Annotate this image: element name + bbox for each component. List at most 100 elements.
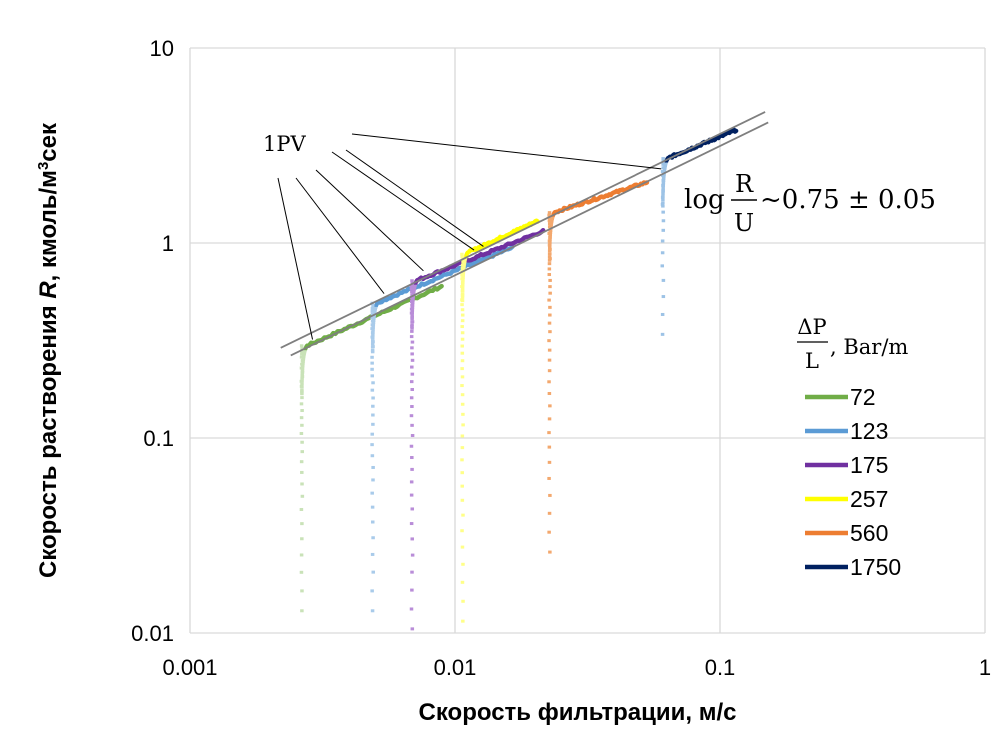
data-point xyxy=(371,323,376,327)
data-point xyxy=(410,434,415,438)
data-point xyxy=(661,189,665,193)
data-point xyxy=(460,337,465,341)
data-point xyxy=(409,522,414,526)
y-tick-label: 10 xyxy=(150,36,174,61)
data-point xyxy=(410,279,414,283)
data-point xyxy=(547,339,551,343)
data-point xyxy=(410,404,414,408)
data-point xyxy=(300,349,304,353)
data-point xyxy=(300,382,304,386)
data-point xyxy=(660,312,665,316)
data-point xyxy=(548,330,552,334)
data-point xyxy=(370,361,374,365)
data-point xyxy=(299,460,304,464)
data-point xyxy=(460,286,465,290)
data-point xyxy=(371,304,375,308)
legend-title-numerator: ΔP xyxy=(797,315,826,339)
y-tick-label: 0.01 xyxy=(131,621,174,646)
data-point xyxy=(370,443,374,447)
data-point xyxy=(549,224,553,228)
data-point xyxy=(370,348,375,352)
data-point xyxy=(409,414,414,418)
data-point xyxy=(460,295,465,299)
x-tick-label: 0.001 xyxy=(162,655,217,680)
annotation-pointer xyxy=(345,149,484,247)
data-point xyxy=(410,553,415,557)
data-point xyxy=(460,484,464,488)
data-point xyxy=(460,402,465,406)
data-point xyxy=(370,342,375,346)
data-point xyxy=(300,482,304,486)
data-point xyxy=(662,170,666,174)
data-point xyxy=(371,413,375,417)
series-72 xyxy=(299,283,444,613)
data-point xyxy=(662,168,667,172)
data-point xyxy=(460,303,464,307)
data-point xyxy=(547,219,552,223)
data-point xyxy=(548,291,552,295)
data-point xyxy=(410,324,414,328)
legend-title-unit: , Bar/m xyxy=(830,335,908,359)
data-point xyxy=(370,367,374,371)
data-point xyxy=(299,416,304,420)
data-point xyxy=(370,306,375,310)
data-point xyxy=(371,422,375,426)
series-1750 xyxy=(660,127,739,336)
data-point xyxy=(301,358,306,362)
data-point xyxy=(461,267,466,271)
data-point xyxy=(371,381,375,385)
data-point xyxy=(661,183,666,187)
data-point xyxy=(300,379,304,383)
data-point xyxy=(370,609,375,613)
data-point xyxy=(300,470,304,474)
data-point xyxy=(461,513,465,517)
data-point xyxy=(300,396,304,400)
data-point xyxy=(410,303,415,307)
data-point xyxy=(547,246,552,250)
data-point xyxy=(300,371,305,375)
data-point xyxy=(411,292,416,296)
data-point xyxy=(460,458,464,462)
annotation-pointer xyxy=(277,177,314,340)
data-point xyxy=(461,281,465,285)
data-point xyxy=(661,181,666,185)
data-point xyxy=(547,530,551,534)
annotation-pointer xyxy=(315,169,424,272)
data-point xyxy=(372,311,377,315)
trend-lines xyxy=(280,111,769,357)
formula-numerator: R xyxy=(735,170,754,198)
data-point xyxy=(547,431,551,435)
data-point xyxy=(410,314,414,318)
data-point xyxy=(660,239,665,243)
data-point xyxy=(660,251,665,255)
data-point xyxy=(370,309,375,313)
data-point xyxy=(300,369,305,373)
legend-label-1750: 1750 xyxy=(850,554,901,580)
data-point xyxy=(661,219,666,223)
data-point xyxy=(547,249,552,253)
data-point xyxy=(547,262,552,266)
data-point xyxy=(547,369,552,373)
data-point xyxy=(547,258,552,262)
data-point xyxy=(410,326,414,330)
data-point xyxy=(661,186,665,190)
data-point xyxy=(548,230,553,234)
data-point xyxy=(461,562,465,566)
data-point xyxy=(548,285,552,289)
data-point xyxy=(301,356,306,360)
data-point xyxy=(300,440,304,444)
data-point xyxy=(460,292,465,296)
data-point xyxy=(548,228,553,232)
data-point xyxy=(371,536,375,540)
annotation-label-1pv: 1PV xyxy=(263,132,306,156)
x-axis-title: Скорость фильтрации, м/с xyxy=(419,699,737,726)
data-point xyxy=(410,311,415,315)
legend-label-72: 72 xyxy=(850,384,876,410)
data-point xyxy=(460,344,464,348)
data-point xyxy=(371,478,375,482)
data-point xyxy=(460,359,465,363)
series-line xyxy=(377,244,515,305)
y-axis-title-superscript: 3 xyxy=(35,162,52,170)
legend: ΔP L , Bar/m 72 123 175 257 560 1750 xyxy=(797,315,908,580)
data-point xyxy=(300,537,304,541)
